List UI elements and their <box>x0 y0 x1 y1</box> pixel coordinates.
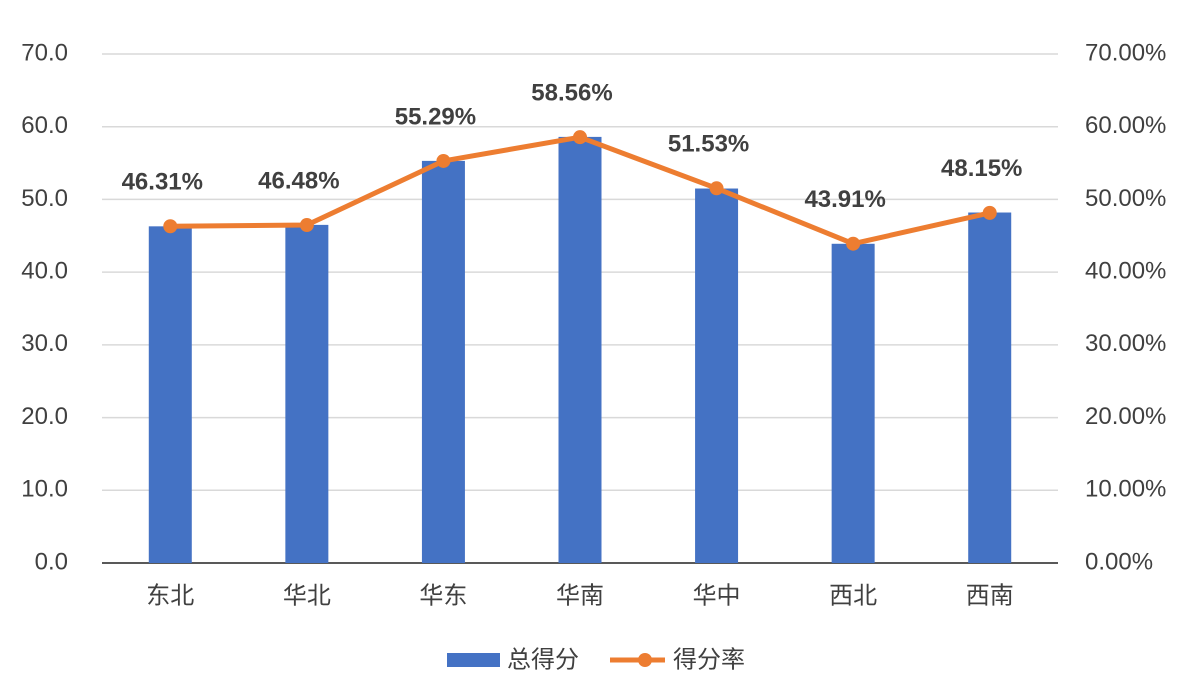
bar <box>148 226 192 563</box>
y-tick-label: 70.0 <box>21 39 68 66</box>
line-marker <box>846 236 861 251</box>
line-marker <box>709 181 724 196</box>
data-label: 46.48% <box>258 167 339 194</box>
data-label: 46.31% <box>122 169 203 196</box>
bar <box>285 224 329 563</box>
y-tick-label: 40.0 <box>21 257 68 284</box>
x-tick-label: 华中 <box>693 582 741 609</box>
y2-tick-label: 20.00% <box>1085 403 1166 430</box>
line-marker <box>436 153 451 168</box>
bar <box>695 188 739 563</box>
line-marker <box>982 205 997 220</box>
x-tick-label: 东北 <box>146 582 194 609</box>
x-tick-label: 华东 <box>419 582 467 609</box>
y2-tick-label: 30.00% <box>1085 330 1166 357</box>
x-tick-label: 华北 <box>283 582 331 609</box>
y2-tick-label: 0.00% <box>1085 548 1153 575</box>
bar <box>968 212 1012 563</box>
line-marker <box>573 130 587 145</box>
bar <box>831 243 875 563</box>
legend-label: 得分率 <box>673 646 745 673</box>
y2-tick-label: 60.00% <box>1085 112 1166 139</box>
data-label: 51.53% <box>668 131 749 158</box>
y2-tick-label: 70.00% <box>1085 39 1166 66</box>
y-tick-label: 20.0 <box>21 403 68 430</box>
data-label: 43.91% <box>804 186 885 213</box>
bar <box>558 136 602 563</box>
data-label: 58.56% <box>531 80 612 107</box>
legend-swatch <box>447 653 500 667</box>
x-tick-label: 西北 <box>829 582 877 609</box>
y-tick-label: 50.0 <box>21 185 68 212</box>
y-tick-label: 10.0 <box>21 476 68 503</box>
data-label: 48.15% <box>941 155 1022 182</box>
y-tick-label: 60.0 <box>21 112 68 139</box>
bar <box>421 160 465 563</box>
x-tick-label: 华南 <box>556 582 604 609</box>
y-tick-label: 30.0 <box>21 330 68 357</box>
x-tick-label: 西南 <box>966 582 1014 609</box>
y2-tick-label: 40.00% <box>1085 257 1166 284</box>
line-marker <box>163 219 178 234</box>
data-label: 55.29% <box>395 103 476 130</box>
legend-marker <box>638 653 652 667</box>
y-tick-label: 0.0 <box>35 548 68 575</box>
line-marker <box>299 218 314 233</box>
y2-tick-label: 10.00% <box>1085 476 1166 503</box>
legend-label: 总得分 <box>507 646 579 673</box>
y2-tick-label: 50.00% <box>1085 185 1166 212</box>
